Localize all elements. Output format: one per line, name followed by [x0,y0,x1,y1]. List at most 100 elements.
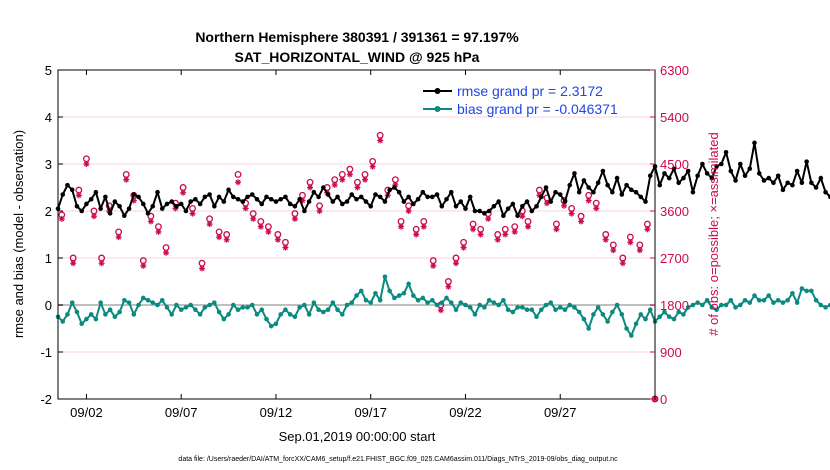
series-point [448,189,454,195]
obs-assimilated-marker [75,192,82,199]
series-point [643,199,648,204]
series-point [809,288,814,294]
asterisk-stroke [561,203,567,209]
series-point [240,305,246,310]
obs-assimilated-marker [644,226,651,233]
series-point [297,196,302,202]
series-point [747,166,753,171]
series-point [676,309,681,315]
series-point [415,196,421,202]
asterisk-stroke [199,265,205,271]
series-point [183,305,189,310]
series-point [538,194,544,200]
obs-assimilated-marker [437,307,444,314]
series-point [387,288,392,294]
series-point [534,204,539,209]
series-point [496,302,501,308]
asterisk-stroke [413,231,419,238]
series-point [377,194,383,200]
series-point [543,185,549,190]
series-point [216,194,222,200]
series-point [140,295,146,301]
x-tick-label: 09/27 [544,405,577,420]
y2-tick-label: 1800 [660,298,689,313]
series-point [515,305,520,310]
series-point [131,192,137,197]
series-point [88,196,94,202]
obs-assimilated-marker [274,236,281,243]
obs-assimilated-marker [282,244,289,251]
y-tick-label: 2 [45,204,52,219]
series-point [813,185,819,190]
series-point [671,316,677,322]
series-point [159,206,165,211]
series-point [681,175,686,181]
series-point [330,300,336,305]
obs-assimilated-series [58,137,658,402]
series-point [496,199,501,204]
asterisk-stroke [586,198,592,204]
series-point [733,305,738,310]
series-point [430,194,435,200]
series-point [799,180,805,186]
obs-assimilated-marker [578,218,585,225]
asterisk-stroke [347,171,353,177]
series-point [221,316,227,322]
obs-assimilated-marker [83,161,90,167]
series-point [629,187,634,193]
series-point [515,213,520,218]
series-point [287,312,293,317]
asterisk-stroke [224,237,230,243]
asterisk-stroke [438,307,444,313]
series-point [491,300,497,305]
series-point [742,298,748,303]
y2-tick-label: 4500 [660,157,689,172]
series-point [482,305,487,310]
legend: rmse grand pr = 2.3172 bias grand pr = -… [423,83,618,117]
obs-assimilated-marker [206,221,213,228]
asterisk-stroke [578,218,584,224]
asterisk-stroke [307,184,313,191]
series-point [444,295,449,301]
series-point [406,281,411,287]
x-tick-label: 09/02 [70,405,103,420]
asterisk-stroke [190,211,196,217]
obs-assimilated-marker [543,200,550,207]
series-point [169,199,175,204]
obs-assimilated-marker [413,231,420,238]
series-point [302,208,307,214]
series-point [226,187,231,193]
series-point [107,211,113,216]
obs-assimilated-marker [405,208,412,214]
asterisk-stroke [131,198,137,204]
asterisk-stroke [155,229,161,235]
obs-assimilated-marker [494,236,501,243]
series-point [576,189,582,195]
series-point [676,180,681,186]
obs-assimilated-marker [430,262,437,269]
series-point [358,288,364,294]
obs-assimilated-marker [155,228,162,235]
obs-assimilated-marker [602,236,609,243]
asterisk-stroke [207,221,213,227]
series-point [406,194,411,200]
series-point [662,171,667,176]
asterisk-stroke [354,184,360,191]
asterisk-stroke [370,164,376,170]
series-point [434,302,440,308]
series-point [420,295,426,301]
series-point [543,302,549,308]
asterisk-stroke [398,224,404,230]
series-point [439,204,445,209]
series-point [524,199,530,204]
series-point [401,290,407,296]
data-file-footer: data file: /Users/raeder/DAI/ATM_forcXX/… [178,456,618,463]
series-point [65,182,70,188]
obs-assimilated-marker [369,163,376,170]
series-point [572,171,577,176]
series-point [174,302,179,308]
rmse-series [55,140,830,218]
series-point [183,208,189,214]
series-point [591,189,596,195]
obs-assimilated-marker [619,260,626,267]
